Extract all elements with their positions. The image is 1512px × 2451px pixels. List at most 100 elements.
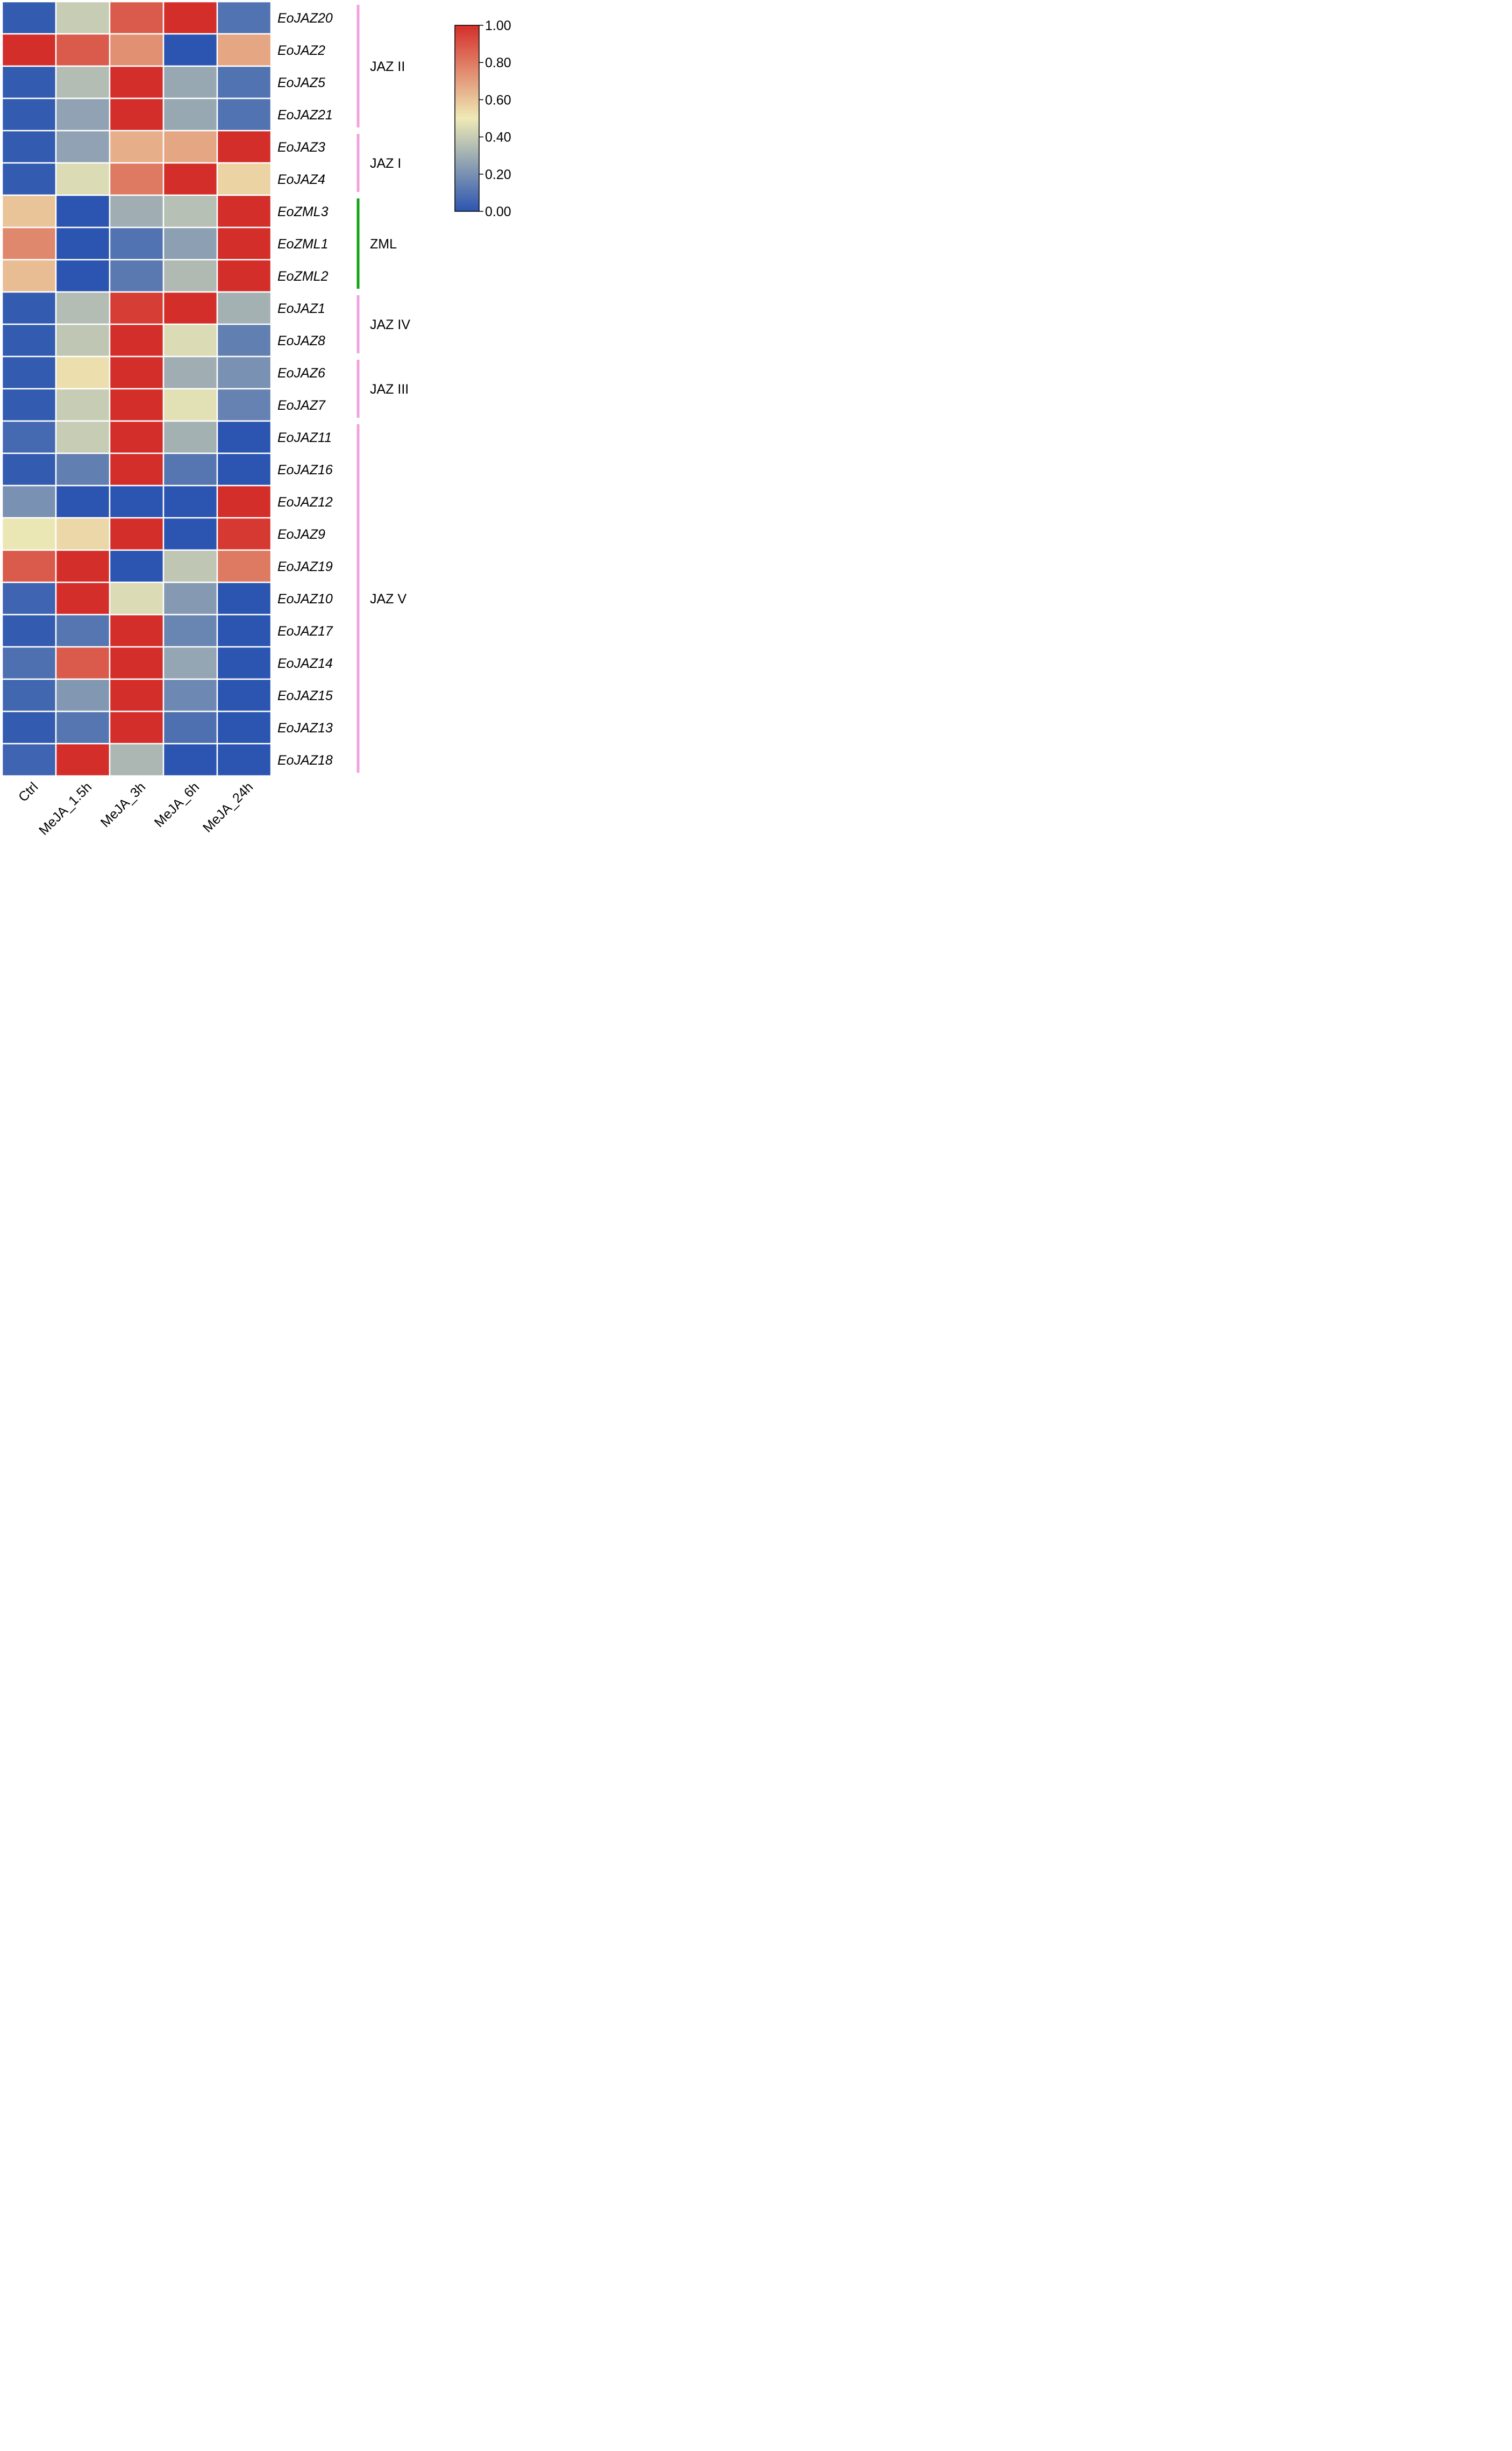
heatmap-cell: [55, 484, 111, 519]
heatmap-cell: [55, 65, 111, 99]
gene-label: EoJAZ14: [277, 656, 333, 671]
column-label: Ctrl: [16, 779, 41, 804]
colorbar-tick-label: 1.00: [485, 18, 511, 33]
colorbar-tick-label: 0.00: [485, 204, 511, 219]
column-label: MeJA_1.5h: [36, 779, 95, 838]
heatmap-cell: [109, 517, 165, 551]
gene-label: EoJAZ19: [277, 559, 333, 574]
gene-label: EoJAZ11: [277, 430, 332, 445]
gene-label: EoJAZ3: [277, 140, 325, 155]
heatmap-cell: [162, 678, 218, 712]
heatmap-cell: [162, 549, 218, 583]
heatmap-cell: [1, 355, 57, 390]
heatmap-cell: [216, 420, 272, 454]
heatmap-cell: [216, 743, 272, 777]
colorbar-tick-label: 0.20: [485, 167, 511, 182]
heatmap-cell: [216, 162, 272, 196]
gene-label: EoJAZ2: [277, 43, 325, 58]
gene-label: EoJAZ4: [277, 172, 325, 187]
colorbar-gradient: [454, 25, 480, 212]
heatmap-cell: [162, 388, 218, 422]
gene-label: EoJAZ13: [277, 721, 333, 736]
heatmap-cell: [1, 678, 57, 712]
heatmap-cell: [1, 388, 57, 422]
heatmap-cell: [216, 549, 272, 583]
heatmap-cell: [216, 517, 272, 551]
heatmap-cell: [216, 614, 272, 648]
heatmap-cell: [216, 194, 272, 229]
heatmap-cell: [162, 581, 218, 616]
heatmap-cell: [216, 388, 272, 422]
heatmap-cell: [55, 517, 111, 551]
gene-label: EoJAZ9: [277, 527, 325, 542]
heatmap-cell: [55, 743, 111, 777]
heatmap-cell: [216, 97, 272, 132]
heatmap-cell: [55, 420, 111, 454]
heatmap-cell: [55, 291, 111, 325]
heatmap-cell: [109, 710, 165, 745]
heatmap-cell: [162, 646, 218, 680]
gene-label: EoJAZ1: [277, 301, 325, 316]
heatmap-cell: [1, 323, 57, 358]
heatmap-cell: [55, 549, 111, 583]
gene-label: EoZML3: [277, 204, 329, 219]
gene-label: EoJAZ20: [277, 11, 333, 26]
heatmap-cell: [55, 355, 111, 390]
heatmap-cell: [1, 646, 57, 680]
heatmap-cell: [162, 614, 218, 648]
heatmap-cell: [55, 646, 111, 680]
heatmap-cell: [1, 33, 57, 67]
heatmap-cell: [1, 452, 57, 487]
heatmap-cell: [162, 162, 218, 196]
heatmap-cell: [162, 710, 218, 745]
heatmap-cell: [109, 646, 165, 680]
heatmap-cell: [216, 710, 272, 745]
heatmap-cell: [109, 130, 165, 164]
heatmap-cell: [55, 194, 111, 229]
heatmap-cell: [216, 226, 272, 261]
heatmap-cell: [162, 420, 218, 454]
heatmap-cell: [216, 1, 272, 35]
column-label: MeJA_24h: [200, 779, 256, 835]
heatmap-cell: [1, 194, 57, 229]
heatmap-cell: [109, 484, 165, 519]
heatmap-cell: [55, 1, 111, 35]
heatmap-cell: [55, 452, 111, 487]
group-label: JAZ I: [370, 156, 401, 171]
heatmap-cell: [55, 710, 111, 745]
heatmap-cell: [162, 452, 218, 487]
heatmap-cell: [162, 226, 218, 261]
heatmap-cell: [109, 97, 165, 132]
gene-label: EoJAZ16: [277, 462, 333, 478]
heatmap-cell: [109, 226, 165, 261]
heatmap-cell: [216, 291, 272, 325]
heatmap-cell: [1, 97, 57, 132]
heatmap-cell: [216, 323, 272, 358]
heatmap-cells: [1, 1, 272, 777]
gene-label: EoJAZ10: [277, 592, 333, 607]
heatmap-cell: [1, 517, 57, 551]
heatmap-cell: [162, 743, 218, 777]
heatmap-cell: [1, 226, 57, 261]
heatmap-cell: [162, 484, 218, 519]
heatmap-cell: [216, 581, 272, 616]
heatmap-cell: [1, 549, 57, 583]
heatmap-cell: [1, 65, 57, 99]
gene-label: EoJAZ17: [277, 624, 333, 639]
gene-label: EoJAZ15: [277, 688, 333, 703]
heatmap-cell: [109, 259, 165, 293]
colorbar-tick-label: 0.60: [485, 92, 511, 108]
heatmap-cell: [1, 710, 57, 745]
heatmap-cell: [162, 194, 218, 229]
group-label: ZML: [370, 237, 397, 252]
heatmap-cell: [216, 646, 272, 680]
group-label: JAZ II: [370, 59, 405, 74]
heatmap-cell: [162, 1, 218, 35]
gene-label: EoJAZ7: [277, 398, 326, 413]
group-label: JAZ III: [370, 382, 409, 397]
heatmap-cell: [109, 581, 165, 616]
heatmap-cell: [162, 291, 218, 325]
gene-label: EoZML2: [277, 269, 329, 284]
heatmap-cell: [1, 484, 57, 519]
gene-label: EoJAZ21: [277, 108, 333, 123]
